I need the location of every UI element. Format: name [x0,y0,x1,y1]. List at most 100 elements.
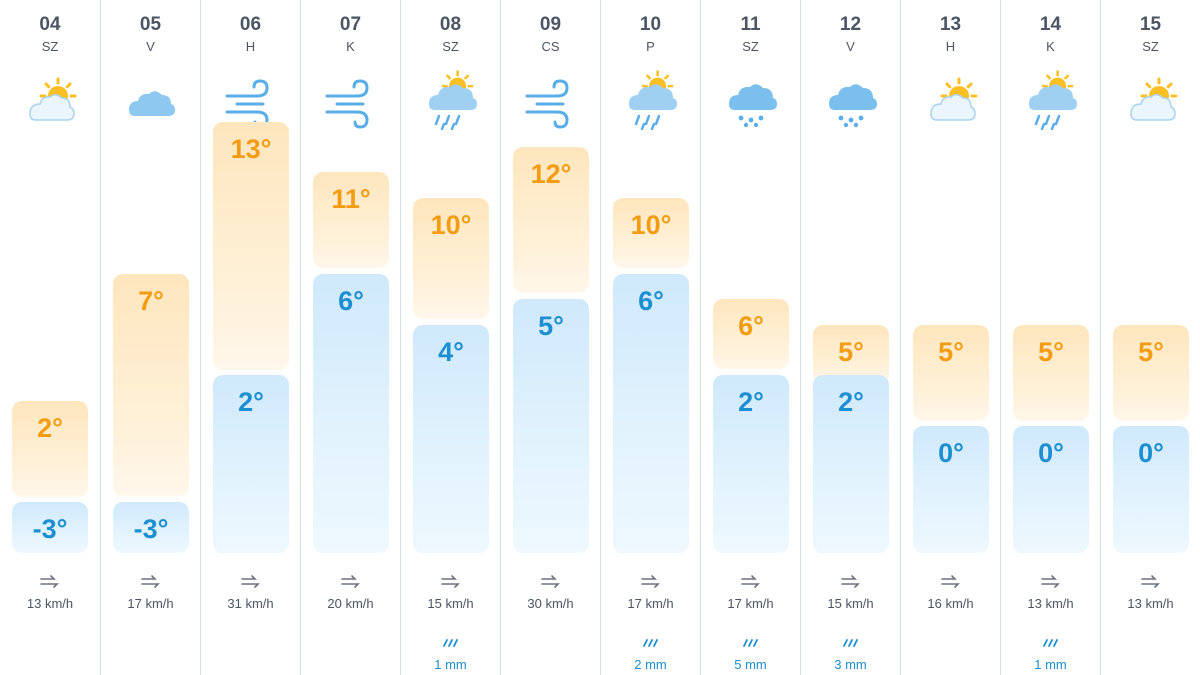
day-of-week: SZ [742,39,759,54]
rain-cloud-icon [723,70,779,130]
day-column[interactable]: 08 SZ 10° 4° 15 km/h 1 mm [401,0,501,675]
low-temp-bar: 0° [1013,426,1089,553]
day-of-week: CS [541,39,560,54]
wind-speed: 15 km/h [827,596,874,611]
wind-arrows-icon [841,575,861,589]
cloud-icon [123,70,179,130]
high-temp-value: 5° [1138,337,1164,367]
day-of-week: SZ [442,39,459,54]
low-temp-bar: 6° [613,274,689,553]
wind-arrows-icon [1041,575,1061,589]
day-date: 05 [139,14,162,35]
low-temp-value: 0° [1138,438,1164,468]
low-temp-value: -3° [32,514,68,544]
high-temp-value: 5° [838,337,864,367]
low-temp-value: 0° [1038,438,1064,468]
low-temp-value: 2° [238,387,264,417]
day-of-week: SZ [41,39,59,54]
day-of-week: SZ [1142,39,1159,54]
day-column[interactable]: 15 SZ 5° 0° 13 km/h [1101,0,1200,675]
wind-arrows-icon [741,575,761,589]
high-temp-bar: 5° [1013,325,1089,421]
wind-arrows-icon [341,575,361,589]
high-temp-value: 6° [738,311,764,341]
precipitation-amount: 1 mm [1034,657,1067,672]
wind-arrows-icon [1141,575,1161,589]
day-of-week: H [945,39,956,54]
wind-icon [323,70,379,130]
day-column[interactable]: 09 CS 12° 5° 30 km/h [501,0,601,675]
low-temp-bar: 2° [213,375,289,553]
wind-arrows-icon [541,575,561,589]
day-column[interactable]: 10 P 10° 6° 17 km/h 2 mm [601,0,701,675]
wind-speed: 13 km/h [26,596,74,611]
low-temp-value: 6° [638,286,664,316]
day-date: 10 [639,14,662,35]
wind-speed: 13 km/h [1127,596,1174,611]
low-temp-value: 2° [738,387,764,417]
partly-sunny-icon [923,70,979,130]
day-of-week: P [646,39,655,54]
high-temp-bar: 5° [1113,325,1189,421]
day-column[interactable]: 04 SZ 2° -3° 13 km/h [0,0,101,675]
high-temp-bar: 12° [513,147,589,293]
high-temp-value: 11° [331,184,371,214]
low-temp-bar: 2° [813,375,889,553]
wind-arrows-icon [441,575,461,589]
wind-speed: 15 km/h [427,596,474,611]
rain-icon [441,636,461,648]
day-date: 14 [1039,14,1062,35]
high-temp-bar: 7° [113,274,189,496]
day-column[interactable]: 11 SZ 6° 2° 17 km/h 5 mm [701,0,801,675]
high-temp-bar: 2° [12,401,88,497]
precipitation-amount: 1 mm [434,657,467,672]
low-temp-value: 2° [838,387,864,417]
partly-sunny-icon [1123,70,1179,130]
rain-icon [1041,636,1061,648]
wind-speed: 17 km/h [127,596,174,611]
wind-arrows-icon [141,575,161,589]
day-date: 07 [339,14,362,35]
day-column[interactable]: 05 V 7° -3° 17 km/h [101,0,201,675]
high-temp-value: 10° [430,210,472,240]
day-column[interactable]: 13 H 5° 0° 16 km/h [901,0,1001,675]
day-date: 15 [1139,14,1162,35]
day-date: 06 [239,14,262,35]
sun-rain-icon [423,70,479,130]
partly-sunny-icon [22,70,78,130]
day-date: 13 [939,14,962,35]
low-temp-value: 6° [338,286,364,316]
low-temp-bar: 5° [513,299,589,553]
low-temp-value: 5° [538,311,564,341]
high-temp-bar: 5° [913,325,989,421]
rain-icon [841,636,861,648]
day-column[interactable]: 12 V 5° 2° 15 km/h 3 mm [801,0,901,675]
day-of-week: K [346,39,355,54]
high-temp-bar: 10° [613,198,689,268]
day-date: 11 [740,14,761,35]
precipitation-amount: 2 mm [634,657,667,672]
wind-arrows-icon [40,575,60,589]
low-temp-bar: 6° [313,274,389,553]
day-of-week: V [146,39,155,54]
wind-speed: 16 km/h [927,596,974,611]
rain-icon [641,636,661,648]
high-temp-value: 10° [630,210,672,240]
wind-arrows-icon [941,575,961,589]
day-column[interactable]: 14 K 5° 0° 13 km/h 1 mm [1001,0,1101,675]
day-column[interactable]: 06 H 13° 2° 31 km/h [201,0,301,675]
low-temp-bar: 0° [1113,426,1189,553]
wind-speed: 30 km/h [527,596,574,611]
sun-rain-icon [1023,70,1079,130]
high-temp-value: 7° [138,286,164,316]
day-column[interactable]: 07 K 11° 6° 20 km/h [301,0,401,675]
wind-speed: 31 km/h [227,596,274,611]
rain-icon [741,636,761,648]
low-temp-value: 0° [938,438,964,468]
high-temp-value: 2° [37,413,63,443]
rain-cloud-icon [823,70,879,130]
wind-icon [523,70,579,130]
high-temp-value: 12° [530,159,572,189]
day-date: 04 [39,14,61,35]
